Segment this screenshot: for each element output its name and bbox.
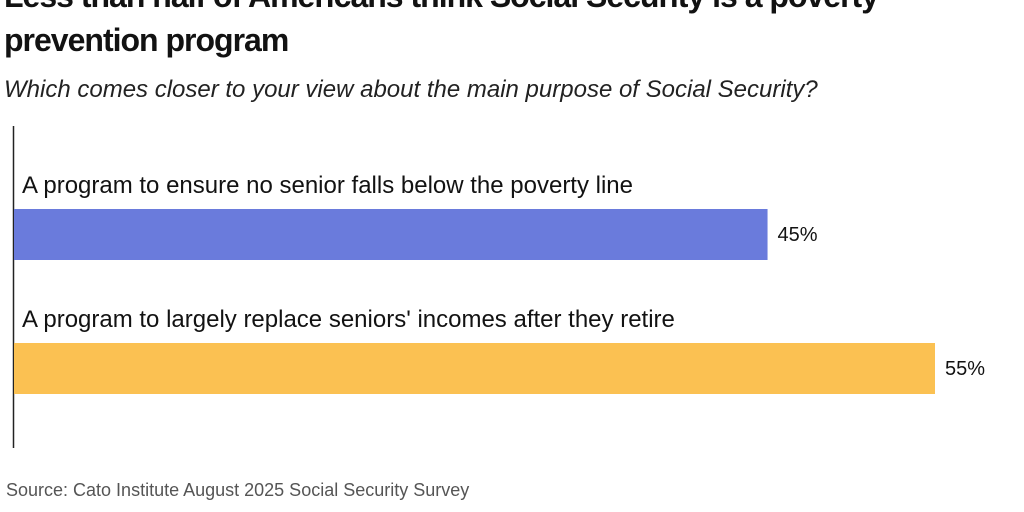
value-label: 55%: [945, 358, 985, 380]
value-label: 45%: [778, 224, 818, 246]
category-label: A program to ensure no senior falls belo…: [22, 172, 633, 199]
chart-title: Less than half of Americans think Social…: [4, 0, 879, 58]
bar: [14, 209, 768, 260]
source: Source: Cato Institute August 2025 Socia…: [6, 480, 469, 500]
bar: [14, 343, 935, 394]
category-label: A program to largely replace seniors' in…: [22, 306, 675, 333]
chart-subtitle: Which comes closer to your view about th…: [4, 76, 818, 103]
